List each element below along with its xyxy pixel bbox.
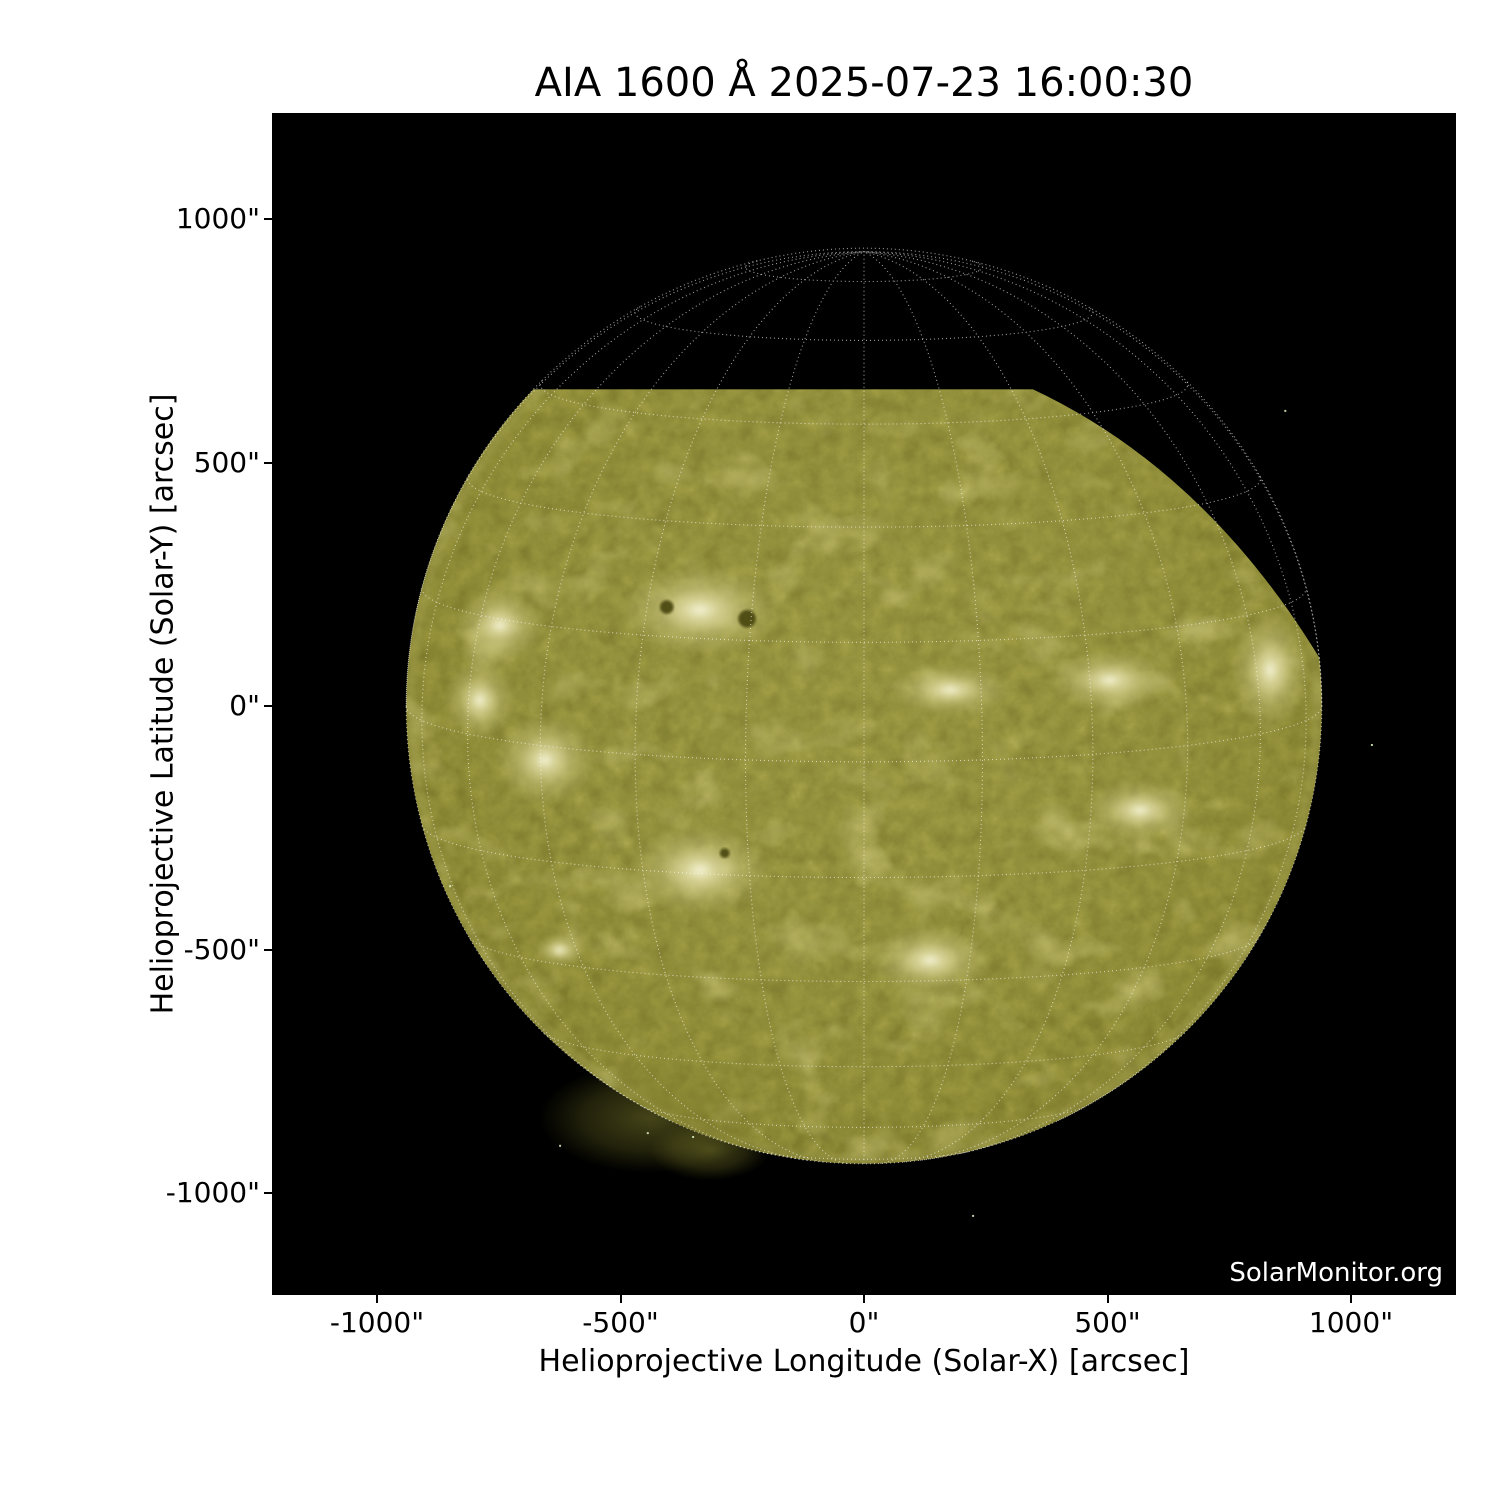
y-tick-label: -1000" xyxy=(165,1176,260,1209)
watermark: SolarMonitor.org xyxy=(1229,1258,1443,1288)
x-tick-mark xyxy=(376,1295,378,1303)
x-tick-label: 0" xyxy=(848,1306,880,1339)
y-axis-label-text: Helioprojective Latitude (Solar-Y) [arcs… xyxy=(145,393,181,1015)
y-tick-mark xyxy=(264,705,272,707)
x-tick-label: -1000" xyxy=(329,1306,425,1339)
x-tick-label: -500" xyxy=(582,1306,659,1339)
x-tick-label: 500" xyxy=(1074,1306,1141,1339)
hot-pixels xyxy=(449,409,1373,1217)
y-tick-mark xyxy=(264,1192,272,1194)
y-tick-mark xyxy=(264,461,272,464)
y-tick-mark xyxy=(264,218,272,220)
x-tick-mark xyxy=(1350,1295,1352,1303)
heliographic-grid xyxy=(405,247,1323,1165)
y-tick-label: -500" xyxy=(183,932,260,966)
x-axis-label: Helioprojective Longitude (Solar-X) [arc… xyxy=(538,1344,1190,1379)
solar-disk xyxy=(406,389,1322,1164)
y-tick-label: 0" xyxy=(229,689,260,722)
limb-haze xyxy=(539,1063,770,1181)
figure-title: AIA 1600 Å 2025-07-23 16:00:30 xyxy=(534,60,1194,106)
plot-area: SolarMonitor.org xyxy=(272,113,1456,1295)
x-tick-label: 1000" xyxy=(1308,1306,1394,1339)
y-tick-mark xyxy=(264,948,272,951)
y-tick-label: 500" xyxy=(193,445,260,479)
x-tick-mark xyxy=(863,1295,865,1303)
y-tick-label: 1000" xyxy=(175,202,260,235)
sun-image xyxy=(405,247,1373,1217)
x-tick-mark xyxy=(1106,1295,1109,1303)
x-tick-mark xyxy=(619,1295,622,1303)
